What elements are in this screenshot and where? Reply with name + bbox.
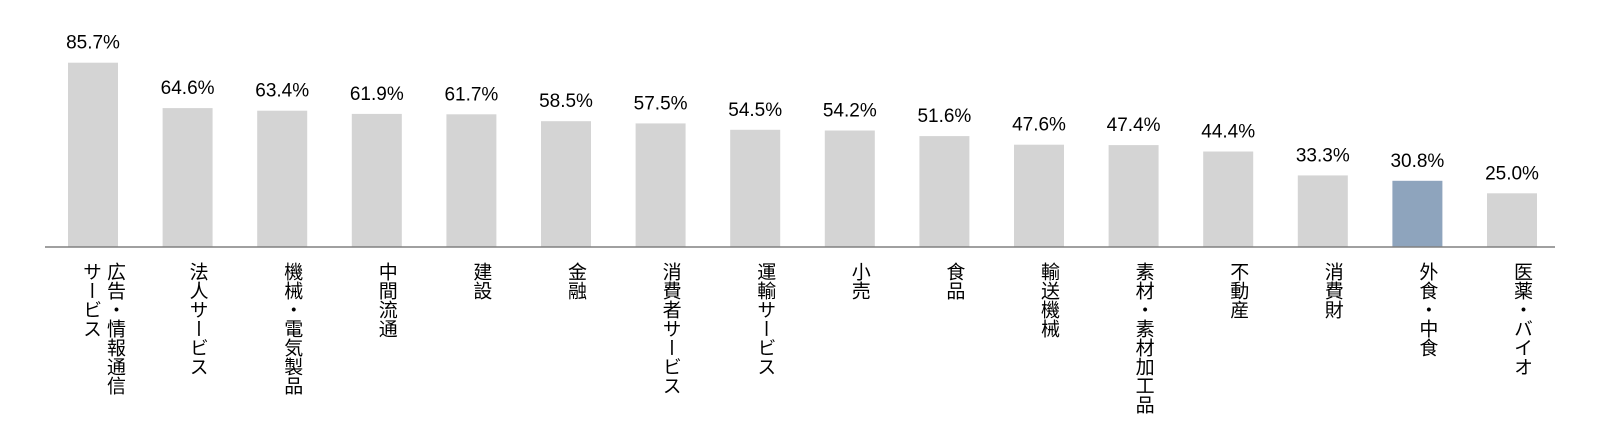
value-label-2: 63.4% [255,81,309,102]
category-label-6: 消費者サービス [660,262,682,395]
value-labels-group: 85.7% 64.6% 63.4% 61.9% 61.7% 58.5% 57.5% 54.5%… [66,33,1539,185]
category-label-10: 輸送機械 [1038,262,1060,338]
value-label-6: 57.5% [634,93,688,114]
bar-14 [1392,180,1443,247]
value-label-0: 85.7% [66,33,120,54]
value-label-12: 44.4% [1201,122,1255,143]
category-label-15: 医薬・バイオ [1511,262,1533,376]
value-label-10: 47.6% [1012,115,1066,136]
bar-2 [257,110,308,247]
bar-6 [635,123,686,247]
value-label-13: 33.3% [1296,145,1350,166]
bar-12 [1203,151,1254,247]
bar-3 [351,113,402,248]
category-label-12: 不動産 [1227,262,1249,319]
category-label-3: 中間流通 [376,262,398,338]
category-label-8: 小売 [849,262,871,300]
category-label-2: 機械・電気製品 [281,262,303,395]
category-label-11: 素材・素材加工品 [1133,262,1155,414]
bar-4 [446,114,497,247]
category-label-13: 消費財 [1322,262,1344,319]
value-label-14: 30.8% [1390,151,1444,172]
bar-15 [1487,193,1537,248]
category-label-7: 運輸サービス [754,262,776,376]
bar-11 [1108,145,1159,247]
value-label-8: 54.2% [823,101,877,122]
category-label-0-line-1: サービス [80,262,102,338]
value-label-4: 61.7% [444,84,498,105]
value-label-5: 58.5% [539,91,593,112]
bars-group [68,62,1537,248]
category-label-4: 建設 [470,262,492,300]
value-label-11: 47.4% [1107,115,1161,136]
bar-8 [824,130,875,247]
bar-0 [68,62,118,248]
bar-10 [1014,144,1064,247]
value-label-3: 61.9% [350,84,404,105]
category-label-5: 金融 [565,262,587,300]
category-label-9: 食品 [943,262,965,300]
value-label-7: 54.5% [728,100,782,121]
bar-7 [730,129,781,247]
value-label-15: 25.0% [1485,163,1539,184]
bar-1 [162,108,213,247]
bar-13 [1297,175,1348,247]
category-label-1: 法人サービス [187,262,209,376]
value-label-9: 51.6% [917,106,971,127]
value-label-1: 64.6% [161,78,215,99]
bar-9 [919,136,970,247]
bar-5 [541,121,591,247]
category-label-14: 外食・中食 [1416,262,1438,357]
category-label-0-line-0: 広告・情報通信 [104,262,126,395]
